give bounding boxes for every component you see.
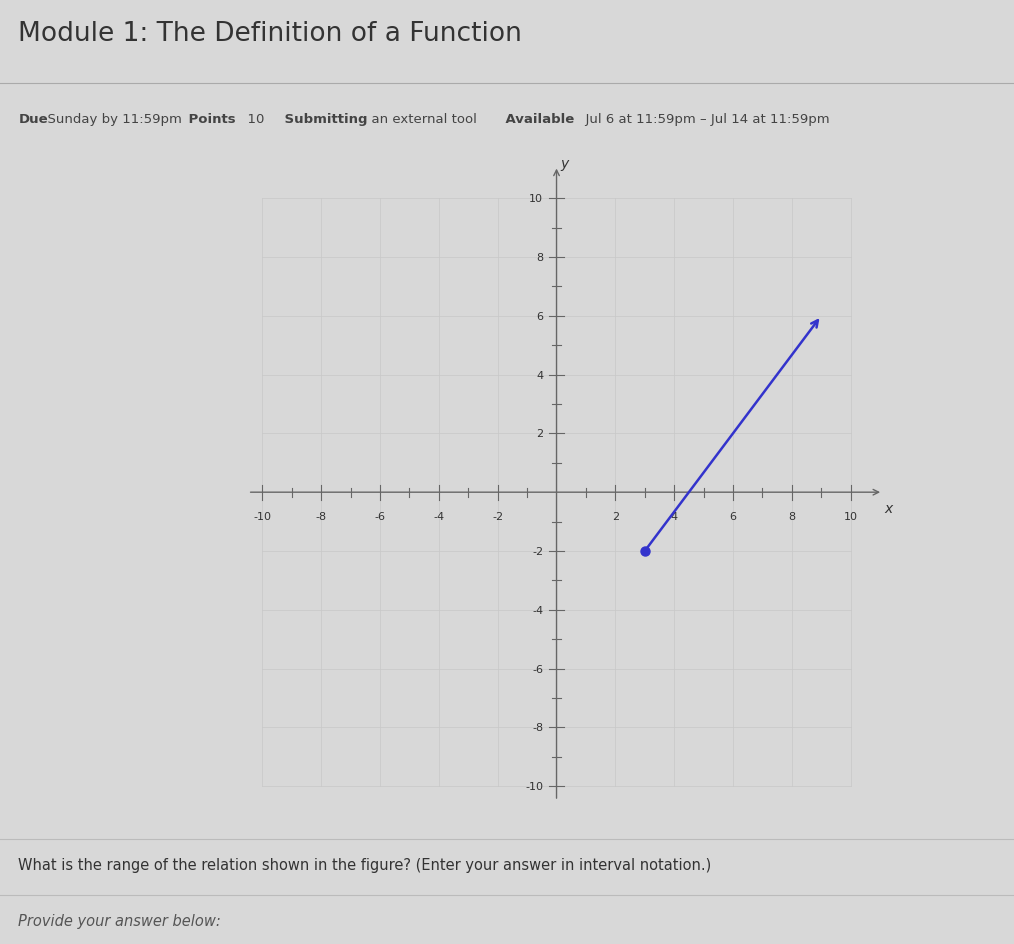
Text: Provide your answer below:: Provide your answer below: [18, 913, 221, 928]
Text: an external tool: an external tool [363, 112, 477, 126]
Text: What is the range of the relation shown in the figure? (Enter your answer in int: What is the range of the relation shown … [18, 857, 712, 872]
Text: 2: 2 [611, 512, 619, 522]
Text: Submitting: Submitting [267, 112, 368, 126]
Text: 2: 2 [536, 429, 544, 439]
Text: -4: -4 [532, 605, 544, 615]
Text: 10: 10 [529, 194, 544, 204]
Text: -10: -10 [525, 782, 544, 791]
Text: 6: 6 [729, 512, 736, 522]
Text: -2: -2 [532, 547, 544, 556]
Text: Due: Due [18, 112, 48, 126]
Text: -2: -2 [492, 512, 503, 522]
Text: -6: -6 [532, 664, 544, 674]
Text: -8: -8 [315, 512, 327, 522]
Text: Available: Available [487, 112, 574, 126]
Text: Sunday by 11:59pm: Sunday by 11:59pm [39, 112, 182, 126]
Text: 4: 4 [536, 370, 544, 380]
Text: 10: 10 [239, 112, 265, 126]
Text: Jul 6 at 11:59pm – Jul 14 at 11:59pm: Jul 6 at 11:59pm – Jul 14 at 11:59pm [577, 112, 829, 126]
Text: x: x [885, 502, 893, 515]
Text: -6: -6 [374, 512, 385, 522]
Text: 4: 4 [670, 512, 677, 522]
Text: -8: -8 [532, 723, 544, 733]
Text: Module 1: The Definition of a Function: Module 1: The Definition of a Function [18, 21, 522, 47]
Text: 8: 8 [536, 253, 544, 262]
Text: 10: 10 [844, 512, 858, 522]
Text: 8: 8 [788, 512, 795, 522]
Text: -4: -4 [433, 512, 444, 522]
Text: Points: Points [170, 112, 235, 126]
Text: -10: -10 [254, 512, 272, 522]
Text: 6: 6 [536, 312, 544, 321]
Text: y: y [561, 157, 569, 171]
